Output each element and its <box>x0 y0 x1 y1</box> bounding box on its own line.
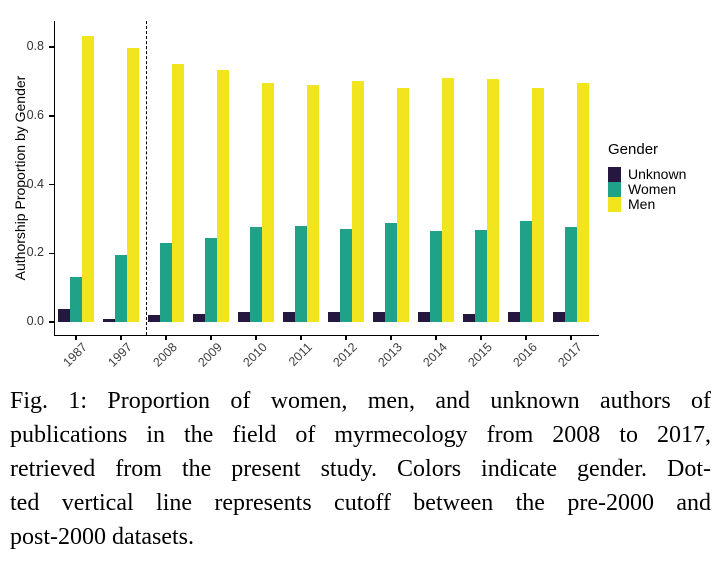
bar-2016-unknown <box>508 312 520 322</box>
bar-2010-men <box>262 83 274 322</box>
bar-2015-women <box>475 230 487 322</box>
bar-2008-men <box>172 64 184 322</box>
x-tick-mark <box>75 335 77 340</box>
x-tick-label-2008: 2008 <box>150 340 180 370</box>
legend-item-unknown: Unknown <box>608 167 686 182</box>
x-tick-mark <box>300 335 302 340</box>
bar-2016-men <box>532 88 544 322</box>
x-tick-label-2016: 2016 <box>510 340 540 370</box>
y-tick-label: 0.2 <box>26 245 44 260</box>
legend-label: Unknown <box>628 166 687 182</box>
y-tick-mark <box>49 115 54 117</box>
x-tick-label-2015: 2015 <box>465 340 495 370</box>
bar-2014-men <box>442 78 454 322</box>
legend-item-women: Women <box>608 182 686 197</box>
figure-caption: Fig. 1: Proportion of women, men, and un… <box>10 384 711 554</box>
bar-2017-women <box>565 227 577 322</box>
legend: Gender Unknown Women Men <box>608 141 686 212</box>
bar-1987-unknown <box>58 309 70 322</box>
y-tick-label: 0.4 <box>26 176 44 191</box>
caption-line: Fig. 1: Proportion of women, men, and un… <box>10 388 711 414</box>
x-tick-label-2012: 2012 <box>330 340 360 370</box>
bar-2012-men <box>352 81 364 322</box>
y-tick-label: 0.8 <box>26 39 44 53</box>
x-tick-label-2009: 2009 <box>195 340 225 370</box>
x-tick-mark <box>210 335 212 340</box>
bar-2011-men <box>307 85 319 322</box>
y-tick-mark <box>49 46 54 48</box>
bar-2015-men <box>487 79 499 322</box>
legend-swatch-unknown <box>608 167 621 182</box>
bar-1997-unknown <box>103 319 115 322</box>
x-tick-label-2013: 2013 <box>375 340 405 370</box>
bar-2009-women <box>205 238 217 322</box>
x-tick-mark <box>345 335 347 340</box>
x-tick-mark <box>480 335 482 340</box>
bar-2014-unknown <box>418 312 430 322</box>
legend-title: Gender <box>608 141 659 158</box>
bar-2009-men <box>217 70 229 322</box>
bar-2016-women <box>520 221 532 322</box>
legend-label: Women <box>628 181 676 197</box>
x-tick-label-1987: 1987 <box>60 340 90 370</box>
legend-items: Unknown Women Men <box>608 167 686 212</box>
y-tick-mark <box>49 321 54 323</box>
x-tick-label-2017: 2017 <box>555 340 585 370</box>
legend-item-men: Men <box>608 197 686 212</box>
bar-2015-unknown <box>463 314 475 322</box>
bar-2010-women <box>250 227 262 322</box>
bar-2017-men <box>577 83 589 322</box>
bar-2010-unknown <box>238 312 250 322</box>
x-tick-mark <box>390 335 392 340</box>
bar-chart: Authorship Proportion by Gender Gender U… <box>12 21 686 370</box>
plot-panel <box>54 21 599 336</box>
bar-2013-unknown <box>373 312 385 322</box>
x-tick-label-2010: 2010 <box>240 340 270 370</box>
x-tick-mark <box>570 335 572 340</box>
bar-2014-women <box>430 231 442 322</box>
legend-label: Men <box>628 196 656 212</box>
y-tick-label: 0.6 <box>26 107 44 122</box>
bar-2012-unknown <box>328 312 340 322</box>
y-tick-mark <box>49 252 54 254</box>
y-tick-mark <box>49 183 54 186</box>
caption-line: retrieved from the present study. Colors… <box>10 456 711 482</box>
cutoff-dashed-line <box>146 21 147 335</box>
x-tick-mark <box>120 335 122 340</box>
legend-swatch-women <box>608 182 621 197</box>
x-tick-mark <box>525 335 527 340</box>
bar-2013-men <box>397 88 409 322</box>
caption-line: post-2000 datasets. <box>10 524 194 550</box>
x-tick-label-2011: 2011 <box>285 340 315 369</box>
bar-1997-women <box>115 255 127 322</box>
bar-2013-women <box>385 223 397 322</box>
bar-2017-unknown <box>553 312 565 322</box>
bar-1987-women <box>70 277 82 322</box>
caption-line: publications in the field of myrmecology… <box>10 422 711 448</box>
y-tick-label: 0.0 <box>26 314 44 328</box>
bar-2011-women <box>295 226 307 322</box>
bar-2009-unknown <box>193 314 205 322</box>
x-tick-mark <box>435 335 437 340</box>
x-tick-label-1997: 1997 <box>105 340 135 370</box>
legend-swatch-men <box>608 197 621 212</box>
bar-1997-men <box>127 48 139 322</box>
x-tick-mark <box>255 335 257 340</box>
bar-2011-unknown <box>283 312 295 322</box>
bar-2008-unknown <box>148 315 160 322</box>
x-tick-mark <box>165 335 167 340</box>
bar-1987-men <box>82 36 94 322</box>
bar-2012-women <box>340 229 352 322</box>
x-tick-label-2014: 2014 <box>420 340 450 370</box>
bar-2008-women <box>160 243 172 322</box>
caption-line: ted vertical line represents cutoff betw… <box>10 490 711 516</box>
